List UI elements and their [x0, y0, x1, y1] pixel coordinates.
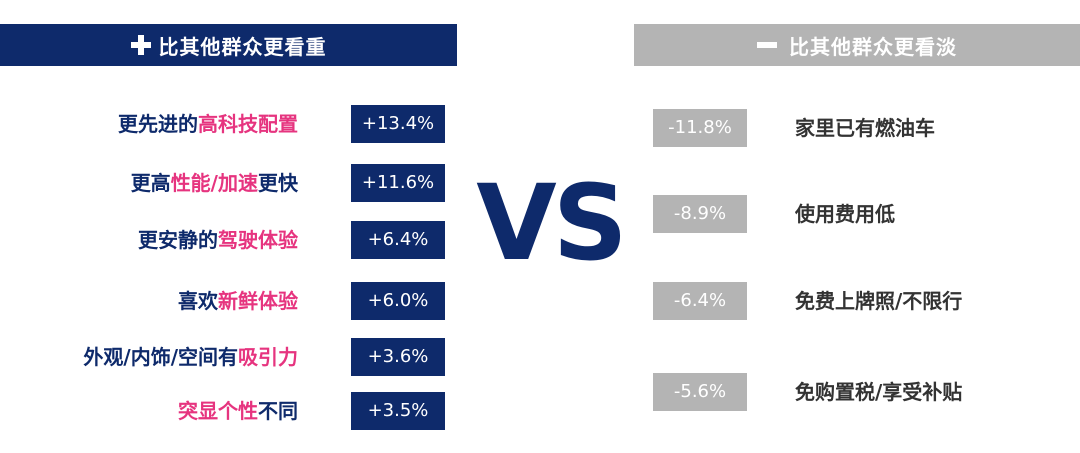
left-row: 突显个性不同 +3.5% — [0, 392, 445, 430]
label-text: 更高 — [130, 171, 171, 195]
right-row: -11.8% 家里已有燃油车 — [653, 109, 1073, 147]
label-accent-text: 突显个性 — [178, 399, 258, 423]
right-row: -8.9% 使用费用低 — [653, 195, 1073, 233]
left-value-box: +6.4% — [351, 221, 445, 259]
label-text: 外观/内饰/空间有 — [83, 345, 238, 369]
right-row-label: 免购置税/享受补贴 — [795, 380, 963, 404]
label-text: 喜欢 — [178, 289, 218, 313]
left-row-label: 突显个性不同 — [178, 392, 298, 430]
plus-icon — [130, 35, 151, 55]
right-row-label: 家里已有燃油车 — [795, 116, 935, 140]
left-row: 更高性能/加速更快 +11.6% — [0, 164, 445, 202]
left-row: 更先进的高科技配置 +13.4% — [0, 105, 445, 143]
left-value-box: +11.6% — [351, 164, 445, 202]
label-text: 更安静的 — [138, 228, 218, 252]
left-row-label: 喜欢新鲜体验 — [178, 282, 298, 320]
left-value-box: +13.4% — [351, 105, 445, 143]
right-value-box: -8.9% — [653, 195, 747, 233]
right-row-label: 免费上牌照/不限行 — [795, 289, 963, 313]
label-accent-text: 吸引力 — [238, 345, 298, 369]
vs-mark: VS — [476, 162, 627, 284]
left-row-label: 外观/内饰/空间有吸引力 — [83, 338, 298, 376]
label-accent-text: 高科技配置 — [198, 112, 298, 136]
label-accent-text: 新鲜体验 — [218, 289, 298, 313]
right-value-box: -6.4% — [653, 282, 747, 320]
minus-icon — [757, 42, 777, 48]
header-right-title: 比其他群众更看淡 — [789, 34, 957, 59]
right-value-box: -5.6% — [653, 373, 747, 411]
left-row-label: 更安静的驾驶体验 — [138, 221, 298, 259]
label-accent-text: 驾驶体验 — [218, 228, 298, 252]
left-value-box: +6.0% — [351, 282, 445, 320]
left-row: 喜欢新鲜体验 +6.0% — [0, 282, 445, 320]
label-text: 更快 — [258, 171, 298, 195]
left-row: 外观/内饰/空间有吸引力 +3.6% — [0, 338, 445, 376]
right-row: -6.4% 免费上牌照/不限行 — [653, 282, 1073, 320]
right-value-box: -11.8% — [653, 109, 747, 147]
left-value-box: +3.5% — [351, 392, 445, 430]
left-value-box: +3.6% — [351, 338, 445, 376]
label-text: 更先进的 — [118, 112, 198, 136]
right-row-label: 使用费用低 — [795, 202, 895, 226]
left-row-label: 更高性能/加速更快 — [131, 164, 298, 202]
right-row: -5.6% 免购置税/享受补贴 — [653, 373, 1073, 411]
header-right-banner: 比其他群众更看淡 — [634, 24, 1080, 66]
header-left-title: 比其他群众更看重 — [158, 34, 327, 59]
header-left-banner: 比其他群众更看重 — [0, 24, 457, 66]
left-row: 更安静的驾驶体验 +6.4% — [0, 221, 445, 259]
left-row-label: 更先进的高科技配置 — [118, 105, 298, 143]
label-text: 不同 — [258, 399, 298, 423]
label-accent-text: 性能/加速 — [170, 171, 258, 195]
